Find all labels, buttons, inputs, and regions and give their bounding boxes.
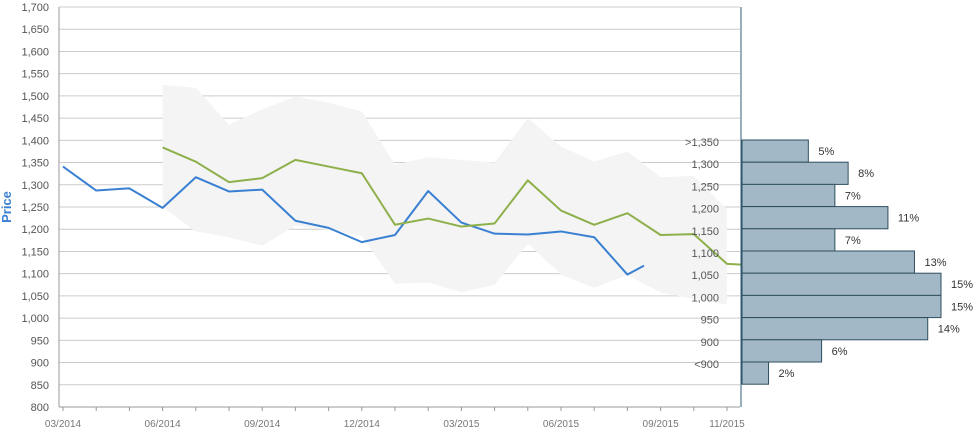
histogram-value-label: 5%	[818, 146, 834, 158]
y-tick-label: 1,400	[21, 135, 49, 147]
histogram-bar	[741, 317, 929, 341]
histogram-bar	[741, 272, 942, 296]
x-tick-label: 03/2015	[443, 419, 480, 430]
x-tick-label: 09/2015	[643, 419, 680, 430]
histogram-bar	[741, 139, 809, 163]
y-tick-label: 1,500	[21, 91, 49, 103]
histogram-value-label: 15%	[951, 279, 973, 291]
y-tick-label: 1,300	[21, 180, 49, 192]
series-line-blue	[62, 165, 645, 276]
histogram-value-label: 6%	[832, 346, 848, 358]
x-tick-label: 09/2014	[244, 419, 281, 430]
y-tick-labels: 800 850 900 950 1,000 1,050 1,100 1,150 1,200 1,2…	[21, 2, 49, 414]
range-band	[162, 84, 728, 305]
histogram-bar	[741, 339, 823, 363]
histogram-value-label: 2%	[779, 368, 795, 380]
y-tick-label: 1,450	[21, 113, 49, 125]
histogram-category-label: >1,350	[685, 137, 719, 149]
histogram-value-label: 14%	[938, 324, 960, 336]
histogram-bar	[741, 361, 770, 385]
histogram-bar	[741, 183, 836, 208]
x-tick-labels: 03/2014 06/2014 09/2014 12/2014 03/2015 06/20…	[45, 407, 745, 430]
y-tick-label: 1,200	[21, 224, 49, 236]
y-tick-label: 800	[31, 402, 49, 414]
histogram-value-label: 11%	[898, 213, 919, 225]
x-tick-label: 06/2015	[543, 419, 580, 430]
y-tick-label: 1,100	[21, 269, 49, 281]
y-tick-label: 900	[31, 358, 49, 370]
histogram-category-label: 950	[701, 315, 719, 327]
histogram-bar	[741, 294, 942, 319]
histogram-value-label: 15%	[951, 301, 973, 313]
y-tick-label: 1,650	[21, 24, 49, 36]
histogram-category-label: 900	[701, 337, 719, 349]
histogram-bar	[741, 206, 889, 230]
histogram-category-label: 1,000	[691, 292, 719, 304]
histogram-category-label: 1,100	[691, 248, 719, 260]
y-tick-label: 850	[31, 380, 49, 392]
y-tick-label: 1,350	[21, 158, 49, 170]
histogram-value-label: 7%	[845, 235, 861, 247]
axes	[58, 7, 742, 408]
x-tick-label: 06/2014	[145, 419, 182, 430]
y-tick-label: 1,600	[21, 46, 49, 58]
histogram-category-label: 1,050	[691, 270, 719, 282]
y-axis-label: Price	[0, 191, 14, 223]
range-band-area	[162, 84, 728, 305]
histogram-category-label: 1,200	[691, 204, 719, 216]
histogram-category-label: <900	[694, 359, 719, 371]
series-lines	[62, 146, 744, 276]
histogram-bar	[741, 228, 836, 252]
y-tick-label: 1,250	[21, 202, 49, 214]
histogram-value-label: 8%	[858, 168, 874, 180]
y-tick-label: 1,550	[21, 69, 49, 81]
y-tick-label: 1,000	[21, 313, 49, 325]
histogram-category-label: 1,250	[691, 181, 719, 193]
histogram-bar	[741, 161, 849, 185]
y-tick-label: 950	[31, 335, 49, 347]
histogram-bar	[741, 250, 915, 274]
x-tick-label: 11/2015	[709, 419, 745, 430]
histogram-category-label: 1,150	[691, 226, 719, 238]
histogram-category-label: 1,300	[691, 159, 719, 171]
y-tick-label: 1,700	[21, 2, 49, 14]
y-tick-label: 1,150	[21, 246, 49, 258]
distribution-histogram: >1,350 5% 1,300 8% 1,250 7% 1,200 11% 1,150 7% 1,1…	[685, 137, 973, 385]
histogram-value-label: 7%	[845, 190, 861, 202]
series-line-green	[162, 146, 744, 266]
histogram-value-label: 13%	[924, 257, 946, 269]
y-tick-label: 1,050	[21, 291, 49, 303]
x-tick-label: 03/2014	[45, 419, 82, 430]
x-tick-label: 12/2014	[344, 419, 381, 430]
